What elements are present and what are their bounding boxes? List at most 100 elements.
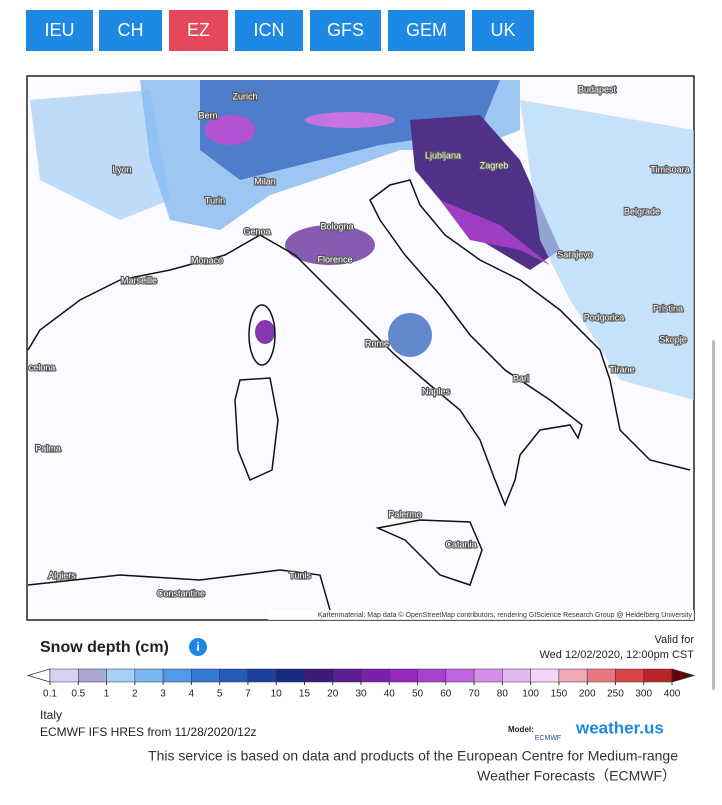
- colorbar-label: 60: [440, 689, 452, 700]
- city-label: Sarajevo: [557, 249, 593, 259]
- tab-label[interactable]: EZ: [187, 20, 210, 40]
- colorbar-label: 80: [497, 689, 509, 700]
- tab-label[interactable]: CH: [118, 20, 144, 40]
- footer-line-2: Weather Forecasts（ECMWF）: [477, 768, 676, 784]
- city-label: Milan: [254, 176, 276, 186]
- colorbar-cell: [558, 668, 588, 683]
- colorbar-label: 250: [607, 689, 624, 700]
- city-label: celona: [29, 362, 56, 372]
- tab-label[interactable]: UK: [490, 20, 515, 40]
- tab-label[interactable]: GEM: [406, 20, 447, 40]
- model-tabs: IEU CH EZ ICN GFS GEM UK: [26, 10, 534, 51]
- city-label: Monaco: [191, 255, 223, 265]
- city-labels: Zurich Bern Budapest Lyon Ljubljana Zagreb Tim…: [28, 83, 691, 599]
- city-label: Algiers: [48, 570, 76, 580]
- colorbar-label: 3: [160, 689, 166, 700]
- city-label: Florence: [317, 254, 352, 264]
- colorbar-label: 2: [132, 689, 138, 700]
- svg-text:i: i: [196, 640, 199, 654]
- colorbar-label: 1: [104, 689, 110, 700]
- tab-button[interactable]: [235, 10, 303, 51]
- colorbar-cell: [49, 668, 79, 683]
- colorbar-cell: [643, 668, 673, 683]
- snow-cover: [30, 80, 694, 400]
- colorbar-cell: [615, 668, 644, 683]
- tab-label[interactable]: ICN: [254, 20, 285, 40]
- colorbar-cell: [106, 668, 136, 683]
- colorbar-cell: [191, 668, 220, 683]
- footer-line-1: This service is based on data and produc…: [148, 748, 678, 764]
- colorbar-cell: [417, 668, 447, 683]
- colorbar-label: 15: [299, 689, 311, 700]
- colorbar-label: 50: [412, 689, 424, 700]
- colorbar-label: 40: [384, 689, 396, 700]
- city-label: Tunis: [289, 570, 311, 580]
- tab-button[interactable]: [472, 10, 534, 51]
- colorbar-cell: [162, 668, 192, 683]
- tab-button[interactable]: [169, 10, 228, 51]
- colorbar-cell: [586, 668, 616, 683]
- colorbar-cell: [502, 668, 531, 683]
- colorbar-cell: [530, 668, 560, 683]
- info-icon[interactable]: i: [189, 638, 207, 656]
- brand-logo[interactable]: weather.us: [575, 718, 664, 737]
- valid-label: Valid for: [654, 634, 694, 646]
- colorbar-label: 150: [551, 689, 568, 700]
- city-label: Skopje: [659, 334, 687, 344]
- city-label: Turin: [205, 195, 225, 205]
- colorbar-cell: [445, 668, 475, 683]
- ecmwf-logo: ECMWF: [535, 735, 561, 742]
- city-label: Zurich: [232, 91, 257, 101]
- city-label: Zagreb: [480, 160, 509, 170]
- tab-button[interactable]: [388, 10, 465, 51]
- colorbar-label: 200: [579, 689, 596, 700]
- colorbar-label: 30: [355, 689, 367, 700]
- city-label: Pristina: [653, 303, 683, 313]
- city-label: Genoa: [243, 226, 270, 236]
- scrollbar[interactable]: [712, 340, 715, 690]
- city-label: Palermo: [388, 509, 422, 519]
- colorbar-label: 100: [522, 689, 539, 700]
- colorbar-label: 7: [245, 689, 251, 700]
- colorbar-arrow-right: [671, 668, 696, 683]
- city-label: Bologna: [320, 221, 353, 231]
- city-label: Palma: [35, 443, 61, 453]
- colorbar-label: 4: [189, 689, 195, 700]
- colorbar-label: 20: [327, 689, 339, 700]
- city-label: Tirane: [609, 364, 634, 374]
- region: Italy: [40, 708, 62, 722]
- attribution: Kartenmaterial: Map data © OpenStreetMap…: [318, 611, 693, 619]
- tab-label[interactable]: GFS: [327, 20, 364, 40]
- city-label: Naples: [422, 386, 451, 396]
- colorbar-label: 5: [217, 689, 223, 700]
- city-label: Timisoara: [650, 164, 689, 174]
- colorbar-cell: [134, 668, 164, 683]
- model-label: Model:: [508, 725, 534, 734]
- tab-button[interactable]: [99, 10, 162, 51]
- city-label: Podgorica: [584, 312, 625, 322]
- city-label: Catania: [445, 539, 476, 549]
- colorbar-cell: [304, 668, 333, 683]
- colorbar-cell: [275, 668, 305, 683]
- valid-time: Wed 12/02/2020, 12:00pm CST: [539, 649, 694, 661]
- colorbar-cell: [247, 668, 277, 683]
- colorbar-arrow-left: [26, 668, 51, 683]
- colorbar-label: 300: [635, 689, 652, 700]
- city-label: Marseille: [121, 275, 157, 285]
- city-label: Constantine: [157, 588, 205, 598]
- city-label: Budapest: [578, 84, 617, 94]
- colorbar-cell: [360, 668, 390, 683]
- tab-label[interactable]: IEU: [44, 20, 74, 40]
- colorbar-label: 400: [664, 689, 681, 700]
- tab-button[interactable]: [310, 10, 381, 51]
- colorbar-label: 0.5: [71, 689, 85, 700]
- colorbar-cell: [219, 668, 249, 683]
- tab-button[interactable]: [26, 10, 93, 51]
- colorbar-cell: [389, 668, 418, 683]
- city-label: Bari: [513, 373, 529, 383]
- city-label: Lyon: [112, 164, 131, 174]
- model-run: ECMWF IFS HRES from 11/28/2020/12z: [40, 725, 257, 739]
- colorbar-label: 10: [271, 689, 283, 700]
- city-label: Ljubljana: [425, 150, 461, 160]
